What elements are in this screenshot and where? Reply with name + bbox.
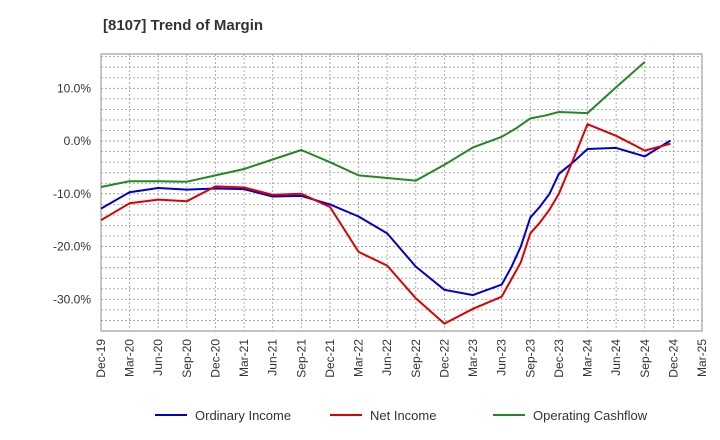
x-tick-label: Jun-21	[266, 339, 280, 376]
x-axis-ticks: Dec-19 Mar-20 Jun-20 Sep-20 Dec-20 Mar-21 Jun-…	[94, 339, 709, 378]
plot-frame	[100, 53, 703, 332]
x-tick-label: Jun-24	[609, 339, 623, 376]
y-tick-label: -10.0%	[53, 187, 91, 201]
x-tick-label: Mar-25	[695, 339, 709, 377]
x-tick-label: Jun-20	[151, 339, 165, 376]
legend-label-operating-cashflow: Operating Cashflow	[533, 408, 648, 423]
x-tick-label: Dec-23	[552, 339, 566, 378]
x-tick-label: Dec-20	[208, 339, 222, 378]
x-tick-label: Mar-22	[352, 339, 366, 377]
legend-label-net-income: Net Income	[370, 408, 436, 423]
legend: Ordinary Income Net Income Operating Cashf…	[155, 408, 648, 423]
y-tick-label: 0.0%	[64, 134, 92, 148]
chart-title: [8107] Trend of Margin	[103, 17, 263, 34]
series-group	[100, 61, 672, 325]
y-tick-label: -20.0%	[53, 240, 91, 254]
x-tick-label: Jun-22	[380, 339, 394, 376]
x-tick-label: Mar-24	[581, 339, 595, 377]
y-tick-label: -30.0%	[53, 292, 91, 306]
x-tick-label: Sep-20	[180, 339, 194, 378]
x-tick-label: Mar-23	[466, 339, 480, 377]
x-tick-label: Mar-20	[123, 339, 137, 377]
x-tick-label: Sep-22	[409, 339, 423, 378]
series-line-operating-cashflow	[100, 61, 646, 188]
y-axis-ticks: 10.0% 0.0% -10.0% -20.0% -30.0%	[53, 81, 91, 306]
x-tick-label: Sep-23	[523, 339, 537, 378]
y-tick-label: 10.0%	[57, 81, 91, 95]
x-tick-label: Dec-21	[323, 339, 337, 378]
series-line-net-income	[100, 123, 671, 325]
x-tick-label: Jun-23	[495, 339, 509, 376]
x-tick-label: Mar-21	[237, 339, 251, 377]
x-tick-label: Sep-24	[638, 339, 652, 378]
x-tick-label: Dec-24	[666, 339, 680, 378]
x-tick-label: Dec-22	[437, 339, 451, 378]
x-tick-label: Sep-21	[294, 339, 308, 378]
legend-label-ordinary-income: Ordinary Income	[195, 408, 291, 423]
plot-area	[100, 53, 703, 332]
x-tick-label: Dec-19	[94, 339, 108, 378]
